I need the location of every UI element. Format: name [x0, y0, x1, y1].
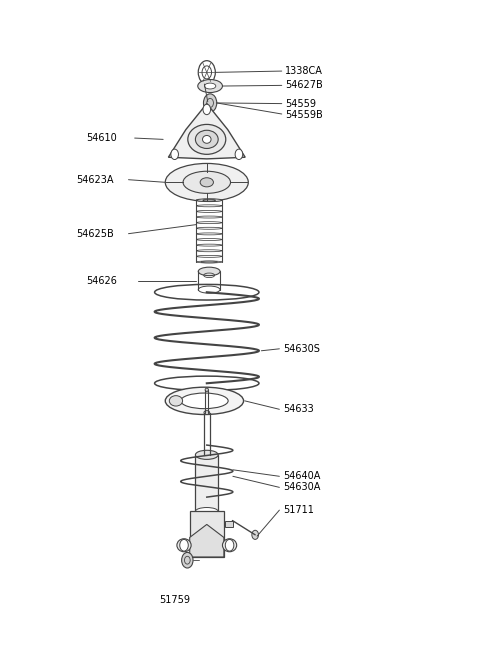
Ellipse shape — [198, 79, 222, 92]
Ellipse shape — [183, 171, 230, 194]
Ellipse shape — [180, 393, 228, 409]
Text: 54625B: 54625B — [76, 229, 114, 239]
Text: 54623A: 54623A — [76, 174, 114, 185]
Text: 54640A: 54640A — [283, 471, 320, 482]
Ellipse shape — [205, 388, 208, 392]
Ellipse shape — [195, 131, 218, 148]
Ellipse shape — [204, 83, 216, 89]
Circle shape — [203, 104, 211, 115]
Circle shape — [252, 530, 259, 539]
Ellipse shape — [198, 286, 220, 293]
Text: 54626: 54626 — [86, 276, 117, 285]
Ellipse shape — [188, 125, 226, 154]
Bar — [190, 512, 224, 557]
Text: 54633: 54633 — [283, 404, 313, 415]
Text: 54610: 54610 — [86, 133, 117, 143]
Polygon shape — [190, 524, 224, 557]
Ellipse shape — [177, 539, 191, 552]
Text: 1338CA: 1338CA — [285, 66, 323, 76]
Circle shape — [225, 539, 234, 551]
Ellipse shape — [196, 199, 222, 201]
Polygon shape — [168, 104, 245, 159]
Circle shape — [171, 149, 179, 159]
Circle shape — [204, 94, 217, 112]
Ellipse shape — [222, 539, 237, 552]
Ellipse shape — [204, 411, 210, 415]
Text: 51759: 51759 — [159, 595, 191, 605]
Bar — [195, 455, 218, 512]
Ellipse shape — [165, 163, 248, 201]
Text: 54627B: 54627B — [285, 81, 323, 91]
Ellipse shape — [195, 508, 218, 516]
Ellipse shape — [198, 267, 220, 276]
Text: 54630S: 54630S — [283, 344, 320, 354]
Circle shape — [235, 149, 243, 159]
Ellipse shape — [203, 136, 211, 143]
Ellipse shape — [201, 261, 217, 263]
Text: 54630A: 54630A — [283, 482, 320, 493]
Circle shape — [180, 539, 188, 551]
Ellipse shape — [200, 178, 214, 187]
Ellipse shape — [169, 396, 182, 406]
Bar — [225, 520, 233, 527]
Text: 54559B: 54559B — [285, 110, 323, 119]
Ellipse shape — [195, 450, 218, 459]
Text: 54559: 54559 — [285, 98, 316, 109]
Text: 51711: 51711 — [283, 505, 313, 515]
Circle shape — [181, 552, 193, 568]
Ellipse shape — [165, 387, 243, 415]
